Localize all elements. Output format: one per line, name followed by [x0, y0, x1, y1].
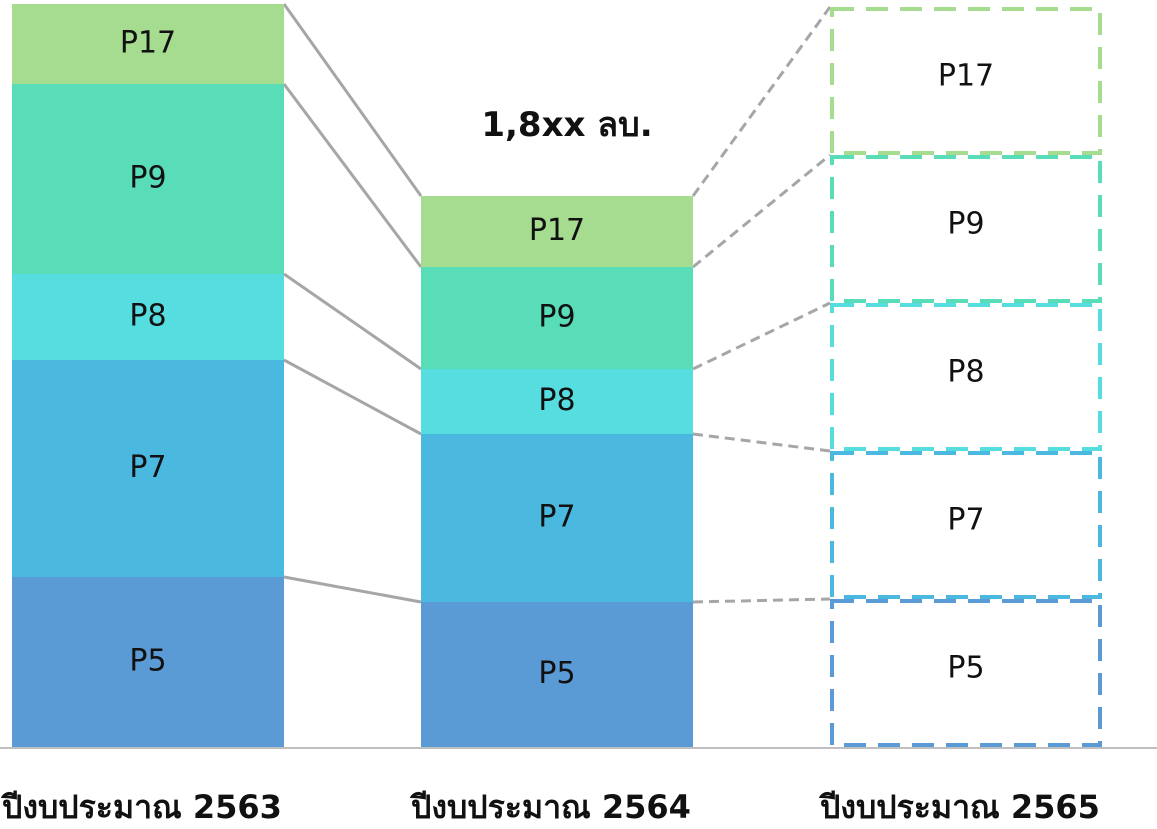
segment-label-p8-3: P8: [947, 355, 984, 390]
bar-p9-1: [12, 84, 284, 274]
segment-label-p9-2: P9: [538, 300, 575, 335]
connector-lines: [282, 3, 832, 604]
bar-segments: P5 P7 P8 P9 P17 P5 P7 P8 P9 P17 P5 P7 P8 P9 P17: [12, 4, 1102, 747]
connector-p7-2: [692, 432, 831, 453]
bar-p5-3: [830, 599, 1102, 747]
bar-p5-1: [12, 577, 284, 747]
connector-p9-1: [282, 83, 423, 268]
segment-label-p8-2: P8: [538, 383, 575, 418]
bar-p17-3: [830, 7, 1102, 155]
bar-p8-2: [421, 369, 693, 434]
bar-p7-1: [12, 360, 284, 577]
connector-p8-2: [692, 301, 831, 371]
segment-label-p5-2: P5: [538, 656, 575, 691]
segment-label-p7-3: P7: [947, 503, 984, 538]
connector-p17-1: [282, 3, 423, 197]
segment-label-p17-3: P17: [938, 59, 994, 94]
segment-label-p7-1: P7: [129, 450, 166, 485]
category-label-2: ปีงบประมาณ 2564: [409, 788, 691, 826]
category-labels: ปีงบประมาณ 2563 ปีงบประมาณ 2564 ปีงบประมาณ…: [0, 788, 1100, 826]
connector-p5-1: [283, 575, 422, 604]
category-label-1: ปีงบประมาณ 2563: [0, 788, 282, 826]
segment-label-p9-1: P9: [129, 161, 166, 196]
bar-p5-2: [421, 602, 693, 747]
bar-p17-2: [421, 196, 693, 267]
bar-p7-2: [421, 434, 693, 602]
total-annotation: 1,8xx ลบ.: [481, 105, 652, 145]
connector-p5-2: [692, 597, 831, 604]
bar-p7-3: [830, 451, 1102, 599]
bar-p9-3: [830, 155, 1102, 303]
connector-p8-1: [283, 272, 422, 371]
segment-label-p17-2: P17: [529, 213, 585, 248]
bar-p17-1: [12, 4, 284, 84]
connector-p9-2: [692, 153, 831, 269]
segment-label-p5-1: P5: [129, 644, 166, 679]
segment-label-p7-2: P7: [538, 500, 575, 535]
segment-label-p5-3: P5: [947, 651, 984, 686]
connector-p7-1: [283, 358, 422, 436]
segment-label-p17-1: P17: [120, 26, 176, 61]
category-label-3: ปีงบประมาณ 2565: [818, 788, 1100, 826]
bar-p8-3: [830, 303, 1102, 451]
segment-label-p8-1: P8: [129, 299, 166, 334]
segment-label-p9-3: P9: [947, 207, 984, 242]
bar-p8-1: [12, 274, 284, 360]
bar-p9-2: [421, 267, 693, 369]
connector-p17-2: [691, 6, 832, 197]
